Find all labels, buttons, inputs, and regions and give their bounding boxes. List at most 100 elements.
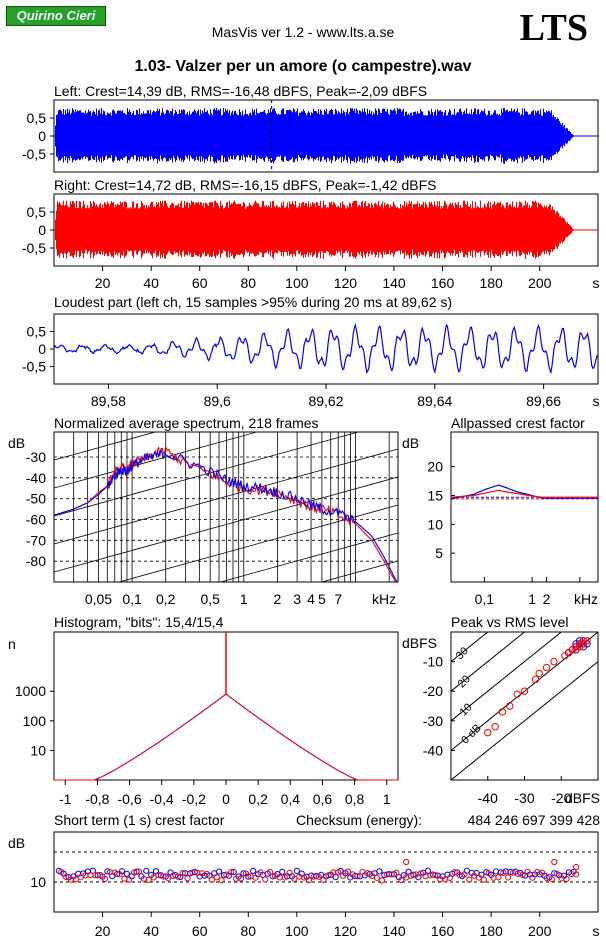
short-crest-point-1 <box>150 874 157 881</box>
short-crest-point-1 <box>58 868 65 876</box>
peak-rms-point-1 <box>542 663 551 672</box>
short-crest-point-1 <box>563 875 570 883</box>
crest-factor-ytick-label: 20 <box>427 459 443 475</box>
spectrum-ytick-label: -70 <box>26 532 46 548</box>
short-crest-point-1 <box>573 871 580 878</box>
spectrum-ytick-label: -30 <box>26 449 46 465</box>
spectrum-ytick-label: -80 <box>26 553 46 569</box>
short-crest-point-1 <box>335 869 342 876</box>
short-crest-xtick-label: 200 <box>528 923 552 939</box>
peak-rms-point-1 <box>520 687 529 695</box>
short-crest-point-1 <box>101 875 109 883</box>
loudest-part-ytick-label: 0 <box>38 341 46 357</box>
crest-factor-frame <box>450 431 599 583</box>
crest-factor-xtick-label: 1 <box>528 591 536 607</box>
crest-factor-series-1 <box>450 489 598 498</box>
histogram-xtick-label: 0,8 <box>345 791 365 807</box>
peak-rms-point-1 <box>535 669 543 678</box>
peak-rms-xtick-label: -40 <box>478 790 498 806</box>
short-crest-point-1 <box>373 874 381 881</box>
short-crest-point-1 <box>135 868 143 875</box>
short-crest-point-1 <box>286 869 293 877</box>
short-crest-point-1 <box>208 876 215 883</box>
loudest-part-xtick-label: 89,6 <box>204 393 231 409</box>
short-crest-point-1 <box>145 876 152 883</box>
checksum-value: 484 246 697 399 428 <box>468 812 601 828</box>
short-crest-point-1 <box>364 869 371 877</box>
right-waveform-xtick-label: 60 <box>192 275 208 291</box>
short-crest-xtick-label: 80 <box>240 923 256 939</box>
histogram-ytick-label: 100 <box>23 713 47 729</box>
peak-rms-title: Peak vs RMS level <box>451 614 568 630</box>
loudest-part-ytick-label: 0,5 <box>27 324 47 340</box>
short-crest-point-0 <box>424 867 432 874</box>
histogram-ytick-label: 1000 <box>15 683 46 699</box>
spectrum-slope-line <box>219 532 398 582</box>
left-waveform-ytick-label: -0,5 <box>22 146 46 162</box>
loudest-part-ytick-label: -0,5 <box>22 359 46 375</box>
peak-rms-point-1 <box>506 702 514 710</box>
app-title: MasVis ver 1.2 - www.lts.a.se <box>211 24 395 40</box>
right-waveform-xtick-label: 120 <box>334 275 358 291</box>
crest-factor-xtick-label: 0,1 <box>475 591 495 607</box>
loudest-part-xtick-label: 89,58 <box>91 393 126 409</box>
short-crest-point-1 <box>320 876 327 883</box>
loudest-part-title: Loudest part (left ch, 15 samples >95% d… <box>54 294 452 310</box>
spectrum-frame <box>53 431 399 583</box>
spectrum-ylabel: dB <box>8 435 25 451</box>
histogram-xtick-label: 0 <box>222 791 230 807</box>
short-crest-point-1 <box>466 876 473 883</box>
crest-factor-series-0 <box>450 484 598 500</box>
spectrum-ytick-label: -60 <box>26 512 46 528</box>
spectrum-slope-line <box>320 560 398 582</box>
crest-factor-title: Allpassed crest factor <box>451 415 585 431</box>
right-waveform-xtick-label: 180 <box>479 275 503 291</box>
peak-rms-diagonal <box>451 632 489 663</box>
short-crest-point-1 <box>500 869 507 876</box>
short-crest-point-1 <box>301 874 308 881</box>
spectrum-slope-line <box>54 476 398 573</box>
histogram-xtick-label: -1 <box>59 791 72 807</box>
short-crest-point-0 <box>143 867 150 874</box>
short-crest-point-1 <box>281 874 288 881</box>
histogram-xtick-label: 1 <box>383 791 391 807</box>
short-crest-point-0 <box>123 870 130 877</box>
short-crest-point-1 <box>393 869 400 876</box>
short-crest-point-1 <box>539 869 546 876</box>
short-crest-xtick-label: 20 <box>95 923 111 939</box>
left-waveform-ytick-label: 0 <box>38 128 46 144</box>
short-crest-point-1 <box>553 870 560 877</box>
peak-rms-frame <box>450 631 599 781</box>
peak-rms-ytick-label: -30 <box>423 713 443 729</box>
spectrum-slope-line <box>117 504 398 582</box>
right-waveform-xtick-label: 160 <box>431 275 455 291</box>
peak-rms-point-1 <box>491 723 499 731</box>
short-crest-point-1 <box>174 873 181 880</box>
short-crest-point-1 <box>252 874 259 881</box>
short-crest-point-0 <box>152 868 160 875</box>
crest-factor-ytick-label: 10 <box>427 516 443 532</box>
spectrum-xtick-label: 0,5 <box>200 591 220 607</box>
spectrum-xunit: kHz <box>372 591 396 607</box>
spectrum-xtick-label: 0,2 <box>156 591 176 607</box>
left-waveform-title: Left: Crest=14,39 dB, RMS=-16,48 dBFS, P… <box>54 83 427 99</box>
short-crest-outlier <box>403 858 410 866</box>
loudest-part-line <box>53 322 599 375</box>
short-crest-point-1 <box>315 873 322 880</box>
short-crest-point-1 <box>237 875 245 882</box>
peak-rms-point-1 <box>531 675 540 684</box>
logo-badge: Quirino Cieri <box>6 6 106 26</box>
short-crest-point-1 <box>242 870 249 877</box>
spectrum-title: Normalized average spectrum, 218 frames <box>54 415 319 431</box>
loudest-part-xunit: s <box>593 393 600 409</box>
short-crest-point-1 <box>524 868 531 875</box>
peak-rms-xtick-label: -30 <box>514 790 534 806</box>
short-crest-point-1 <box>116 871 123 878</box>
loudest-part-xtick-label: 89,62 <box>308 393 343 409</box>
short-crest-point-1 <box>305 877 313 884</box>
histogram-xtick-label: 0,4 <box>281 791 301 807</box>
short-crest-point-1 <box>165 874 172 882</box>
right-waveform-xtick-label: 40 <box>143 275 159 291</box>
spectrum-xtick-label: 0,05 <box>85 591 112 607</box>
